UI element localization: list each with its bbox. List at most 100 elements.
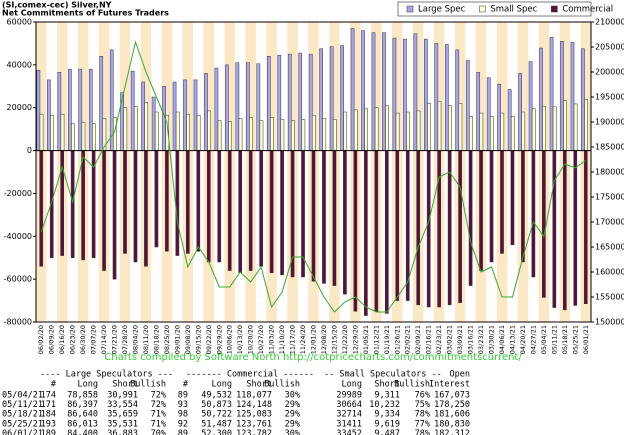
x-tick-label: 06/01/21 — [582, 325, 590, 354]
table-cell: 71% — [151, 410, 166, 420]
bar — [479, 112, 484, 151]
bar — [71, 123, 75, 151]
chart-title: (SI,comex-cec) Silver,NY — [2, 1, 112, 10]
x-tick-label: 06/09/20 — [48, 325, 56, 354]
bar — [444, 44, 449, 151]
table-cell: 184 — [41, 410, 56, 420]
x-tick-label: 08/25/20 — [163, 325, 171, 354]
x-tick-label: 03/02/21 — [446, 325, 454, 354]
x-tick-label: 05/04/21 — [540, 325, 548, 354]
bar — [364, 150, 368, 316]
y-tick-label: -40000 — [4, 232, 32, 241]
x-tick-label: 11/24/20 — [299, 325, 307, 354]
bar — [217, 150, 222, 263]
x-tick-label: 02/23/21 — [435, 325, 443, 354]
table-cell: 76% — [415, 391, 430, 401]
bar — [468, 150, 473, 286]
table-column: Long — [212, 380, 232, 390]
bar — [225, 64, 229, 151]
annotation: Charts compiled by Software North http:/… — [104, 352, 522, 363]
y2-tick-label: 165000 — [595, 243, 624, 252]
bar — [57, 72, 62, 151]
x-tick-label: 06/02/20 — [37, 325, 45, 354]
table-cell: 29989 — [336, 391, 362, 401]
bar — [476, 72, 481, 151]
bar — [291, 120, 295, 151]
bar — [227, 150, 232, 271]
table-cell: 118,077 — [236, 391, 272, 401]
table-cell: 29% — [285, 419, 300, 429]
table-cell: 92 — [178, 419, 188, 429]
table-cell: 171 — [41, 400, 56, 410]
x-tick-label: 03/09/21 — [456, 325, 464, 354]
x-tick-label: 09/22/20 — [205, 325, 213, 354]
x-tick-label: 03/23/21 — [477, 325, 485, 354]
y2-tick-label: 205000 — [595, 43, 624, 52]
legend-box — [397, 1, 592, 17]
bar — [521, 111, 526, 151]
bar — [507, 89, 512, 151]
x-tick-label: 05/25/21 — [571, 325, 579, 354]
x-tick-label: 12/29/20 — [351, 325, 359, 354]
bar — [130, 71, 135, 151]
bar — [123, 107, 128, 151]
table-cell: 30,991 — [107, 391, 138, 401]
table-cell: 93 — [178, 400, 188, 410]
table-cell: 125,083 — [236, 410, 272, 420]
bar — [60, 113, 65, 151]
bar — [133, 106, 138, 151]
table-cell: 124,148 — [236, 400, 272, 410]
bar — [277, 54, 282, 151]
table-cell: 32714 — [336, 410, 362, 420]
x-tick-label: 09/08/20 — [184, 325, 192, 354]
table-cell: 123,782 — [236, 429, 272, 435]
bar — [570, 42, 575, 151]
table-cell: 9,487 — [374, 429, 400, 435]
table-cell: 05/11/21 — [2, 400, 43, 410]
bar — [217, 120, 222, 151]
bar — [539, 47, 543, 151]
table-cell: 33452 — [336, 429, 362, 435]
bar — [384, 150, 389, 314]
table-cell: 174 — [41, 391, 56, 401]
table-cell: 9,334 — [374, 410, 400, 420]
table-cell: 86,397 — [67, 400, 98, 410]
bar — [298, 52, 303, 151]
x-tick-label: 04/06/21 — [498, 325, 506, 354]
bar — [102, 150, 106, 271]
bar — [248, 150, 253, 271]
x-tick-label: 03/30/21 — [488, 325, 496, 354]
y2-tick-label: 190000 — [595, 118, 624, 127]
bar — [311, 150, 316, 282]
x-tick-label: 06/16/20 — [58, 325, 66, 354]
bar — [246, 62, 250, 151]
bar — [68, 68, 72, 151]
x-tick-label: 07/14/20 — [100, 325, 108, 354]
legend-label: Small Spec — [490, 5, 537, 15]
table-cell: 89 — [178, 429, 188, 435]
x-tick-label: 09/01/20 — [173, 325, 181, 354]
x-tick-label: 04/27/21 — [529, 325, 537, 354]
x-tick-label: 09/29/20 — [215, 325, 223, 354]
bar — [340, 45, 344, 151]
table-cell: 30% — [285, 429, 300, 435]
x-tick-label: 11/17/20 — [289, 325, 297, 354]
table-cell: 180,830 — [434, 419, 470, 429]
bar — [426, 150, 431, 308]
bar — [141, 81, 145, 151]
bar — [353, 150, 358, 312]
y2-tick-label: 195000 — [595, 93, 624, 102]
bar — [332, 150, 337, 286]
table-cell: 181,606 — [434, 410, 470, 420]
bar — [584, 98, 588, 151]
x-tick-label: 02/16/21 — [425, 325, 433, 354]
y2-tick-label: 210000 — [595, 18, 624, 27]
bar — [510, 150, 515, 246]
bar — [235, 62, 240, 151]
bar — [361, 30, 365, 151]
table-column: Short — [112, 380, 138, 390]
bar — [70, 150, 75, 258]
table-cell: 06/01/21 — [2, 429, 43, 435]
bar — [144, 102, 149, 151]
